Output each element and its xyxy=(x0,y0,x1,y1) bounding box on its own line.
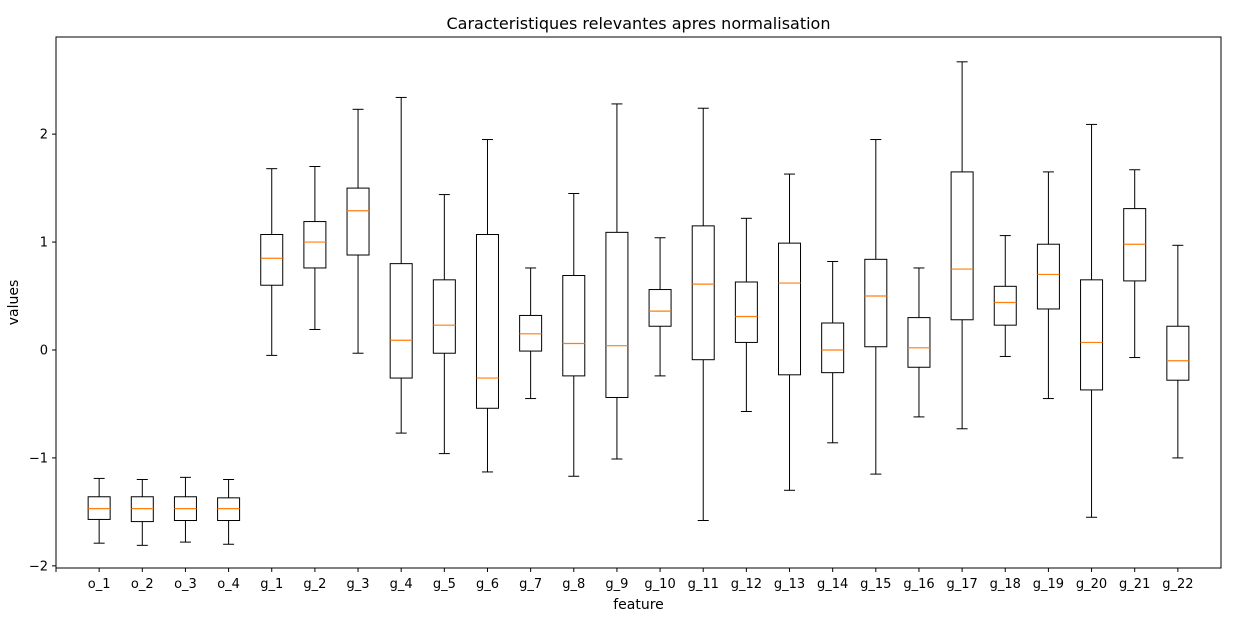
iqr-box xyxy=(475,234,499,409)
y-tick-label: −1 xyxy=(29,451,48,466)
box-g_9 xyxy=(605,103,629,460)
box-o_1 xyxy=(87,477,111,544)
x-tick-label: o_2 xyxy=(131,577,154,592)
y-tick-label: 2 xyxy=(40,128,48,143)
x-tick-label: g_5 xyxy=(433,577,456,592)
box-g_16 xyxy=(907,267,931,418)
y-tick-label: 1 xyxy=(40,236,48,251)
x-tick-label: o_4 xyxy=(217,577,240,592)
x-tick-label: g_11 xyxy=(688,577,719,592)
x-tick-label: g_22 xyxy=(1162,577,1193,592)
iqr-box xyxy=(260,234,284,286)
plot-frame xyxy=(55,36,1222,569)
box-g_12 xyxy=(734,217,758,413)
x-tick-label: g_1 xyxy=(260,577,283,592)
iqr-box xyxy=(389,263,413,379)
x-tick-label: g_15 xyxy=(860,577,891,592)
box-series xyxy=(87,61,1190,546)
box-o_3 xyxy=(173,476,197,543)
y-tick-label: 0 xyxy=(40,343,48,358)
x-tick-label: g_16 xyxy=(903,577,934,592)
box-g_1 xyxy=(260,168,284,356)
box-g_13 xyxy=(778,173,802,491)
iqr-box xyxy=(1080,279,1104,391)
iqr-box xyxy=(778,242,802,376)
y-axis-label: values xyxy=(6,280,22,326)
box-g_7 xyxy=(519,267,543,400)
iqr-box xyxy=(950,171,974,321)
box-g_18 xyxy=(993,235,1017,357)
box-g_4 xyxy=(389,96,413,434)
box-g_20 xyxy=(1080,123,1104,518)
iqr-box xyxy=(734,281,758,343)
iqr-box xyxy=(691,225,715,361)
x-tick-label: g_10 xyxy=(644,577,675,592)
x-tick-label: g_6 xyxy=(476,577,499,592)
box-g_2 xyxy=(303,166,327,330)
x-tick-label: g_18 xyxy=(990,577,1021,592)
box-g_5 xyxy=(432,194,456,455)
iqr-box xyxy=(821,322,845,374)
box-g_8 xyxy=(562,192,586,477)
x-tick-label: g_8 xyxy=(562,577,585,592)
x-tick-label: o_3 xyxy=(174,577,197,592)
x-tick-label: g_9 xyxy=(605,577,628,592)
x-tick-label: g_14 xyxy=(817,577,848,592)
x-tick-label: g_12 xyxy=(731,577,762,592)
x-tick-label: g_19 xyxy=(1033,577,1064,592)
axis-ticks: −2 −1 0 1 2 o_1 o_2 o_3 o_4 g_1 g_2 g_3 g_4 g_5 g_6 g_7… xyxy=(29,128,1194,592)
box-g_10 xyxy=(648,237,672,377)
iqr-box xyxy=(303,221,327,269)
x-tick-label: g_21 xyxy=(1119,577,1150,592)
x-axis-label: feature xyxy=(613,597,664,613)
iqr-box xyxy=(907,317,931,368)
box-g_15 xyxy=(864,139,888,475)
box-g_11 xyxy=(691,107,715,522)
iqr-box xyxy=(432,279,456,354)
box-g_22 xyxy=(1166,244,1190,459)
iqr-box xyxy=(1036,243,1060,310)
x-tick-label: g_7 xyxy=(519,577,542,592)
y-tick-label: −2 xyxy=(29,559,48,574)
chart-title: Caracteristiques relevantes apres normal… xyxy=(447,14,831,33)
x-tick-label: o_1 xyxy=(88,577,111,592)
x-tick-label: g_20 xyxy=(1076,577,1107,592)
iqr-box xyxy=(648,289,672,327)
x-tick-label: g_3 xyxy=(347,577,370,592)
box-g_6 xyxy=(475,139,499,473)
iqr-box xyxy=(346,187,370,256)
x-tick-label: g_13 xyxy=(774,577,805,592)
box-g_21 xyxy=(1123,169,1147,359)
iqr-box xyxy=(562,275,586,377)
iqr-box xyxy=(864,258,888,348)
box-o_4 xyxy=(217,479,241,545)
box-o_2 xyxy=(130,479,154,546)
iqr-box xyxy=(605,231,629,398)
iqr-box xyxy=(993,285,1017,326)
box-g_19 xyxy=(1036,171,1060,400)
x-tick-label: g_17 xyxy=(946,577,977,592)
box-g_17 xyxy=(950,61,974,430)
box-g_14 xyxy=(821,260,845,444)
iqr-box xyxy=(1166,325,1190,381)
x-tick-label: g_4 xyxy=(390,577,413,592)
x-tick-label: g_2 xyxy=(303,577,326,592)
box-g_3 xyxy=(346,108,370,354)
